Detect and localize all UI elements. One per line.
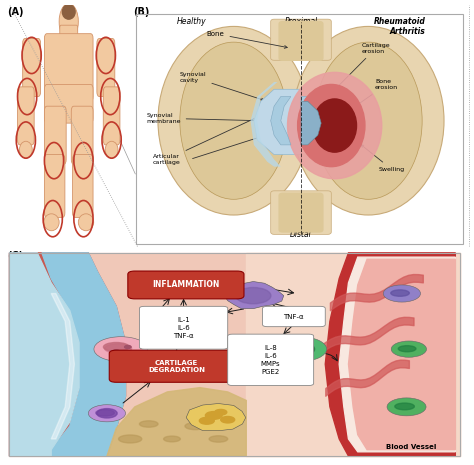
Circle shape xyxy=(387,398,426,416)
Ellipse shape xyxy=(44,214,59,231)
Circle shape xyxy=(205,412,222,419)
FancyBboxPatch shape xyxy=(279,21,323,60)
Polygon shape xyxy=(250,82,281,166)
Circle shape xyxy=(97,409,117,418)
Text: (B): (B) xyxy=(133,7,149,17)
Ellipse shape xyxy=(105,344,132,353)
FancyBboxPatch shape xyxy=(279,193,323,232)
FancyBboxPatch shape xyxy=(73,154,93,218)
Ellipse shape xyxy=(158,27,310,215)
Ellipse shape xyxy=(209,436,228,442)
FancyBboxPatch shape xyxy=(9,253,460,456)
Circle shape xyxy=(215,410,227,415)
Text: Bone: Bone xyxy=(207,31,287,48)
Text: Blood Vessel: Blood Vessel xyxy=(386,444,437,450)
FancyBboxPatch shape xyxy=(45,154,65,218)
Circle shape xyxy=(383,285,420,302)
Ellipse shape xyxy=(314,42,422,199)
Ellipse shape xyxy=(298,85,365,166)
Circle shape xyxy=(94,337,148,361)
Polygon shape xyxy=(254,89,301,154)
Polygon shape xyxy=(325,253,456,456)
FancyBboxPatch shape xyxy=(139,306,228,349)
Ellipse shape xyxy=(391,290,410,296)
Circle shape xyxy=(200,418,214,424)
FancyBboxPatch shape xyxy=(271,191,331,234)
Ellipse shape xyxy=(78,214,94,231)
FancyBboxPatch shape xyxy=(18,87,34,145)
Text: Swelling: Swelling xyxy=(361,145,404,172)
Text: (A): (A) xyxy=(7,7,24,17)
FancyBboxPatch shape xyxy=(271,19,331,60)
Polygon shape xyxy=(9,253,126,456)
Polygon shape xyxy=(301,101,321,145)
FancyBboxPatch shape xyxy=(228,334,314,385)
Text: Synovial
membrane: Synovial membrane xyxy=(146,113,257,124)
Ellipse shape xyxy=(398,345,416,352)
Text: Rheumatoid
Arthritis: Rheumatoid Arthritis xyxy=(374,17,426,36)
Circle shape xyxy=(273,337,327,361)
Polygon shape xyxy=(301,97,318,145)
FancyBboxPatch shape xyxy=(45,106,66,164)
Ellipse shape xyxy=(118,435,142,443)
Circle shape xyxy=(236,287,271,304)
FancyBboxPatch shape xyxy=(60,25,78,42)
Circle shape xyxy=(59,3,78,40)
Ellipse shape xyxy=(288,73,382,179)
Ellipse shape xyxy=(19,141,32,158)
FancyBboxPatch shape xyxy=(23,39,41,97)
Polygon shape xyxy=(9,253,79,456)
FancyBboxPatch shape xyxy=(246,253,460,456)
Ellipse shape xyxy=(96,410,114,416)
Ellipse shape xyxy=(180,42,288,199)
Text: Articular
cartilage: Articular cartilage xyxy=(153,108,277,165)
Circle shape xyxy=(88,405,126,422)
FancyBboxPatch shape xyxy=(45,85,93,123)
Text: TNF-α: TNF-α xyxy=(283,313,304,319)
Ellipse shape xyxy=(283,344,310,353)
Ellipse shape xyxy=(139,421,158,427)
FancyBboxPatch shape xyxy=(263,306,325,326)
Text: Proximal: Proximal xyxy=(284,17,318,26)
Circle shape xyxy=(125,345,131,348)
Text: Synovial
cavity: Synovial cavity xyxy=(180,72,264,100)
FancyBboxPatch shape xyxy=(103,87,120,145)
Text: (C): (C) xyxy=(7,251,23,261)
Ellipse shape xyxy=(292,27,444,215)
Text: Cartilage
erosion: Cartilage erosion xyxy=(330,43,390,94)
Text: Healthy: Healthy xyxy=(176,17,206,26)
Circle shape xyxy=(221,417,235,423)
Text: CARTILAGE
DEGRADATION: CARTILAGE DEGRADATION xyxy=(148,360,205,373)
Ellipse shape xyxy=(63,5,75,19)
Ellipse shape xyxy=(105,141,118,158)
Polygon shape xyxy=(348,259,456,450)
Circle shape xyxy=(285,342,315,356)
Text: Distal: Distal xyxy=(290,230,312,239)
Polygon shape xyxy=(42,253,126,456)
Polygon shape xyxy=(51,293,74,439)
Ellipse shape xyxy=(164,436,180,442)
Polygon shape xyxy=(339,257,456,452)
Circle shape xyxy=(113,350,119,353)
Polygon shape xyxy=(107,388,246,456)
FancyBboxPatch shape xyxy=(109,350,244,382)
Circle shape xyxy=(391,341,427,357)
FancyBboxPatch shape xyxy=(97,39,115,97)
Polygon shape xyxy=(186,404,246,431)
Ellipse shape xyxy=(103,343,129,352)
Polygon shape xyxy=(225,281,284,309)
Text: IL-8
IL-6
MMPs
PGE2: IL-8 IL-6 MMPs PGE2 xyxy=(261,345,280,375)
FancyBboxPatch shape xyxy=(128,271,244,299)
Ellipse shape xyxy=(395,403,414,410)
Text: Bone
erosion: Bone erosion xyxy=(341,79,398,116)
FancyBboxPatch shape xyxy=(45,33,93,101)
FancyBboxPatch shape xyxy=(71,106,93,164)
Text: INFLAMMATION: INFLAMMATION xyxy=(152,280,219,289)
Ellipse shape xyxy=(313,99,356,152)
Polygon shape xyxy=(271,97,291,145)
Ellipse shape xyxy=(185,423,205,430)
Text: IL-1
IL-6
TNF-α: IL-1 IL-6 TNF-α xyxy=(173,317,194,339)
